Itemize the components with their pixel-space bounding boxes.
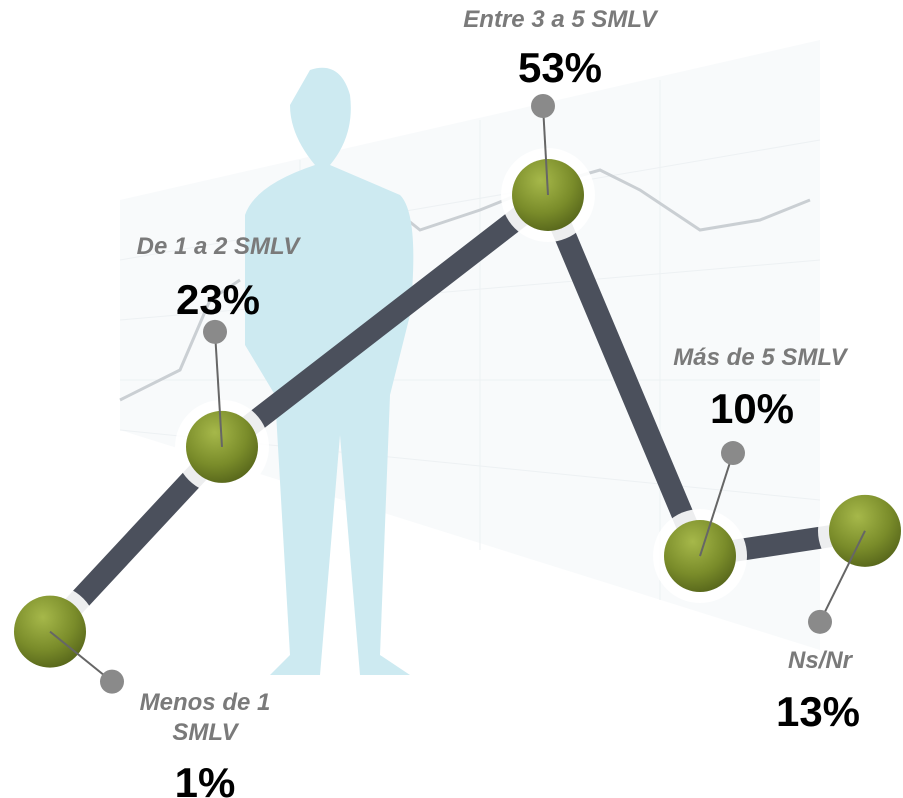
category-label: Ns/Nr bbox=[720, 646, 903, 676]
category-label: De 1 a 2 SMLV bbox=[88, 232, 348, 262]
infographic: Menos de 1 SMLV 1% De 1 a 2 SMLV 23% Entre 3… bbox=[0, 0, 903, 798]
category-label: Menos de 1 SMLV bbox=[120, 688, 290, 748]
pin-dot bbox=[808, 610, 832, 634]
value-label: 23% bbox=[118, 277, 318, 323]
value-label: 10% bbox=[652, 386, 852, 432]
value-label: 13% bbox=[718, 689, 903, 735]
value-label: 1% bbox=[105, 760, 305, 798]
pin-dot bbox=[721, 441, 745, 465]
category-label: Más de 5 SMLV bbox=[630, 343, 890, 373]
value-label: 53% bbox=[460, 45, 660, 91]
pin-dot bbox=[531, 94, 555, 118]
pin-dot bbox=[203, 320, 227, 344]
category-label: Entre 3 a 5 SMLV bbox=[430, 5, 690, 35]
